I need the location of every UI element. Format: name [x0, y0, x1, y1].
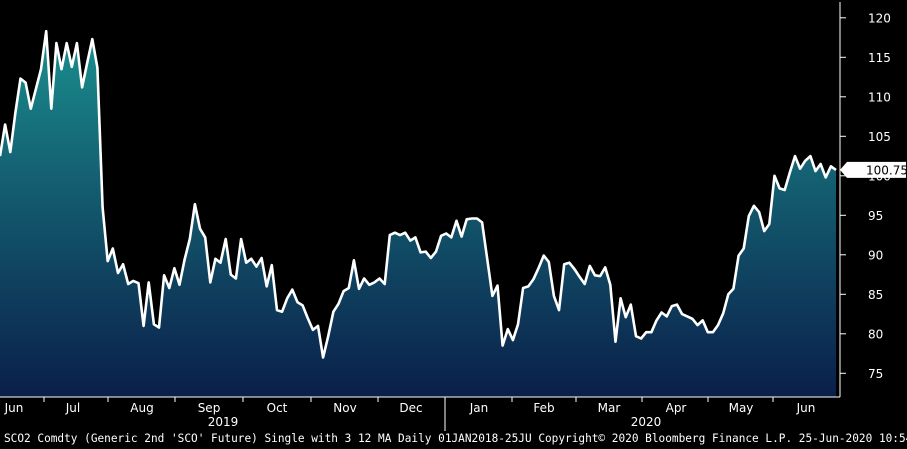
- x-month-label: Feb: [533, 401, 554, 415]
- x-month-label: May: [729, 401, 754, 415]
- price-area-fill: [0, 31, 836, 397]
- chart-footer: SCO2 Comdty (Generic 2nd 'SCO' Future) S…: [4, 432, 907, 445]
- last-value-box: [840, 161, 906, 178]
- y-tick-label: 90: [868, 248, 883, 262]
- y-tick-label: 85: [868, 288, 883, 302]
- y-tick-label: 95: [868, 209, 883, 223]
- x-month-label: Jul: [65, 401, 80, 415]
- y-tick-label: 75: [868, 367, 883, 381]
- x-month-label: Dec: [399, 401, 422, 415]
- y-tick-label: 115: [868, 51, 891, 65]
- last-value-label: 100.75: [866, 163, 907, 177]
- y-axis-ticks: 7580859095100105110115120: [840, 11, 891, 381]
- x-month-label: Aug: [130, 401, 153, 415]
- y-tick-label: 110: [868, 90, 891, 104]
- x-month-label: Apr: [666, 401, 687, 415]
- last-value-tag: 100.75: [840, 161, 907, 178]
- x-month-label: Oct: [267, 401, 288, 415]
- y-tick-label: 80: [868, 327, 883, 341]
- x-axis-ticks: Jun Jul Aug Sep Oct Nov Dec Jan Feb Mar Apr May Jun 2…: [4, 397, 816, 431]
- price-line: [0, 29, 837, 359]
- x-month-label: Sep: [198, 401, 221, 415]
- x-month-label: Jan: [469, 401, 489, 415]
- x-month-label: Jun: [4, 401, 24, 415]
- x-month-label: Mar: [598, 401, 621, 415]
- x-year-label: 2019: [208, 415, 239, 429]
- y-tick-label: 120: [868, 11, 891, 25]
- x-month-label: Nov: [333, 401, 356, 415]
- y-tick-label: 105: [868, 130, 891, 144]
- x-month-label: Jun: [796, 401, 816, 415]
- x-year-label: 2020: [631, 415, 662, 429]
